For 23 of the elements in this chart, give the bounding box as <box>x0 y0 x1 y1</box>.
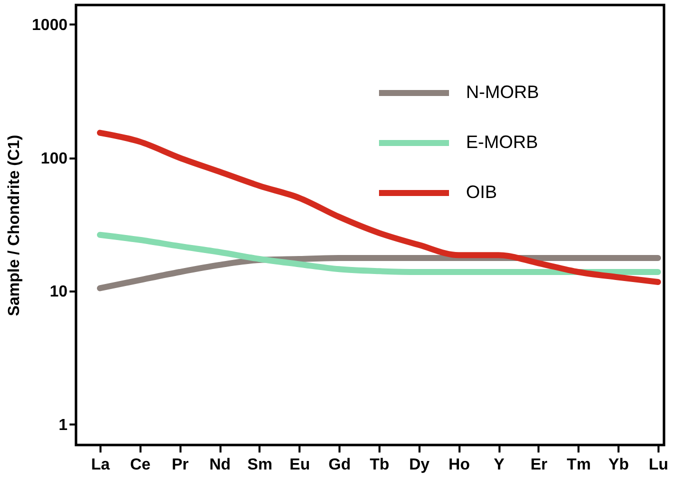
x-tick-label: Ho <box>448 456 470 474</box>
x-tick-label: Nd <box>209 456 231 474</box>
y-tick-label: 10 <box>50 284 68 301</box>
x-tick-label: Tb <box>370 456 390 474</box>
x-tick-label: Pr <box>172 456 189 474</box>
x-tick-label: Eu <box>290 456 310 474</box>
x-tick-label: Ce <box>130 456 151 474</box>
y-tick-label: 1000 <box>32 16 68 34</box>
y-axis-title: Sample / Chondrite (C1) <box>6 134 23 316</box>
x-tick-label: Tm <box>566 456 591 474</box>
x-tick-label: Sm <box>247 456 272 474</box>
y-tick-label: 1 <box>58 416 68 434</box>
legend-label: OIB <box>466 182 498 202</box>
x-tick-label: Dy <box>409 456 430 474</box>
legend-label: E-MORB <box>466 132 538 152</box>
y-tick-label: 100 <box>40 150 68 168</box>
x-tick-label: Lu <box>648 456 668 474</box>
x-tick-label: Er <box>530 456 548 474</box>
x-tick-label: Yb <box>608 456 630 474</box>
x-tick-label: Y <box>494 456 505 474</box>
x-tick-label: La <box>91 456 110 474</box>
x-tick-label: Gd <box>328 456 351 474</box>
legend-label: N-MORB <box>466 82 539 102</box>
